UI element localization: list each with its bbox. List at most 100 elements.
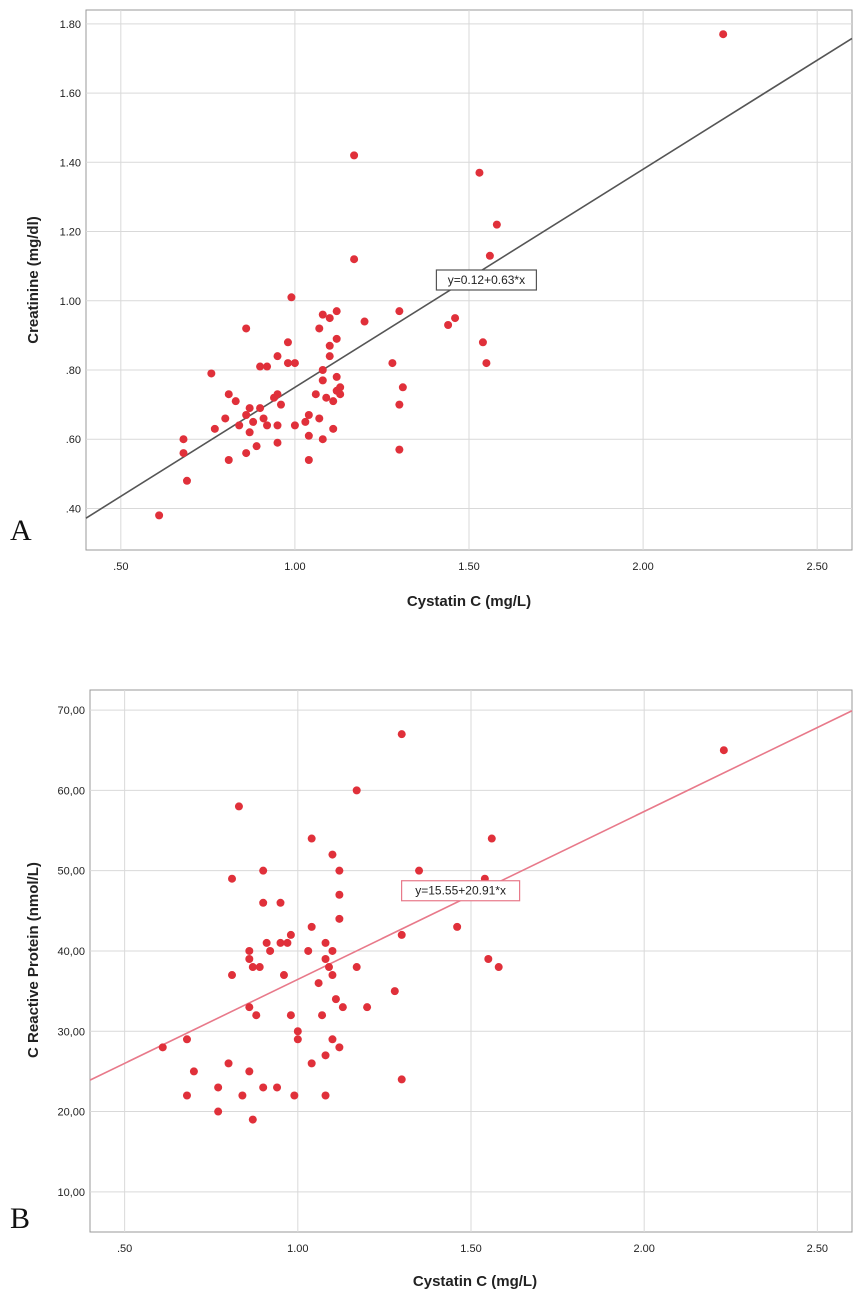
data-point xyxy=(293,1027,302,1036)
data-point xyxy=(328,1035,337,1044)
data-point xyxy=(238,1091,247,1100)
data-point xyxy=(485,251,494,260)
x-axis-title-a: Cystatin C (mg/L) xyxy=(407,593,531,610)
data-point xyxy=(259,866,268,875)
data-point xyxy=(395,307,404,316)
data-point xyxy=(290,359,299,368)
data-point xyxy=(245,428,254,437)
data-point xyxy=(397,930,406,939)
x-tick-label: 2.00 xyxy=(632,561,653,573)
panel-label-a: A xyxy=(10,514,32,547)
panel-label-b: B xyxy=(10,1202,30,1235)
data-point xyxy=(444,321,453,329)
data-point xyxy=(287,293,296,302)
data-point xyxy=(276,898,285,907)
gridlines-a xyxy=(86,10,852,550)
data-point xyxy=(262,938,271,947)
data-point xyxy=(397,1075,406,1084)
data-point xyxy=(360,317,369,326)
data-point xyxy=(301,417,310,426)
data-point xyxy=(397,730,406,739)
x-tick-label: 2.50 xyxy=(806,561,827,573)
data-point xyxy=(245,1067,254,1076)
data-point xyxy=(273,390,282,399)
y-tick-label: 20,00 xyxy=(57,1107,85,1119)
data-point xyxy=(332,372,341,381)
data-point xyxy=(252,1011,261,1020)
y-tick-label: .80 xyxy=(66,365,81,377)
data-point xyxy=(263,362,272,371)
data-point xyxy=(228,971,237,980)
data-points-b xyxy=(158,730,728,1124)
y-tick-label: 50,00 xyxy=(57,866,85,878)
data-point xyxy=(304,411,313,419)
y-tick-label: 1.20 xyxy=(60,227,81,239)
y-tick-label: 60,00 xyxy=(57,785,85,797)
data-point xyxy=(290,421,299,430)
data-point xyxy=(231,397,240,406)
data-point xyxy=(395,400,404,409)
data-point xyxy=(322,393,331,402)
data-point xyxy=(318,435,327,444)
data-point xyxy=(245,954,254,963)
data-point xyxy=(331,995,340,1004)
data-point xyxy=(182,1091,191,1100)
data-point xyxy=(478,338,487,347)
data-point xyxy=(224,456,233,464)
data-point xyxy=(182,1035,191,1044)
data-point xyxy=(242,449,251,458)
data-point xyxy=(453,922,462,931)
x-tick-label: 2.50 xyxy=(807,1243,828,1255)
data-point xyxy=(328,946,337,955)
data-point xyxy=(338,1003,347,1012)
data-point xyxy=(494,963,503,972)
data-point xyxy=(245,1003,254,1012)
data-point xyxy=(179,435,188,444)
data-point xyxy=(256,404,265,413)
data-point xyxy=(179,449,188,458)
data-point xyxy=(256,362,265,371)
data-point xyxy=(484,954,493,963)
data-point xyxy=(276,938,285,947)
tick-labels-a: .50 1.00 1.50 2.00 2.50 .40 .60 .80 1.00 1.20 1.40… xyxy=(60,19,828,573)
y-tick-label: 1.60 xyxy=(60,88,81,100)
data-point xyxy=(335,914,344,923)
data-point xyxy=(224,1059,233,1068)
data-point xyxy=(304,431,313,440)
data-point xyxy=(283,359,292,368)
data-point xyxy=(290,1091,299,1100)
x-tick-label: 1.00 xyxy=(284,561,305,573)
data-point xyxy=(158,1043,167,1052)
y-axis-title-b: C Reactive Protein (nmol/L) xyxy=(25,862,42,1058)
data-point xyxy=(228,874,237,883)
data-point xyxy=(214,1107,223,1116)
data-point xyxy=(248,1115,257,1124)
data-point xyxy=(332,334,341,343)
data-point xyxy=(283,338,292,347)
data-point xyxy=(321,1091,330,1100)
data-point xyxy=(329,424,338,433)
data-point xyxy=(155,511,164,520)
x-tick-label: 1.50 xyxy=(460,1243,481,1255)
x-tick-label: 2.00 xyxy=(633,1243,654,1255)
data-point xyxy=(363,1003,372,1012)
data-point xyxy=(350,151,359,160)
data-point xyxy=(245,404,254,413)
y-tick-label: .40 xyxy=(66,503,81,515)
data-point xyxy=(252,442,261,451)
data-point xyxy=(335,890,344,899)
data-point xyxy=(235,421,244,430)
data-point xyxy=(207,369,216,378)
data-point xyxy=(293,1035,302,1044)
data-point xyxy=(259,898,268,907)
equation-label: y=15.55+20.91*x xyxy=(415,884,506,898)
data-point xyxy=(242,411,251,419)
data-point xyxy=(304,946,313,955)
scatter-panel-b: .50 1.00 1.50 2.00 2.50 10,00 20,00 30,00 40,00 5… xyxy=(10,689,853,1290)
y-tick-label: 30,00 xyxy=(57,1026,85,1038)
data-point xyxy=(325,314,334,323)
data-point xyxy=(307,922,316,931)
data-point xyxy=(350,255,359,264)
data-point xyxy=(492,220,501,229)
